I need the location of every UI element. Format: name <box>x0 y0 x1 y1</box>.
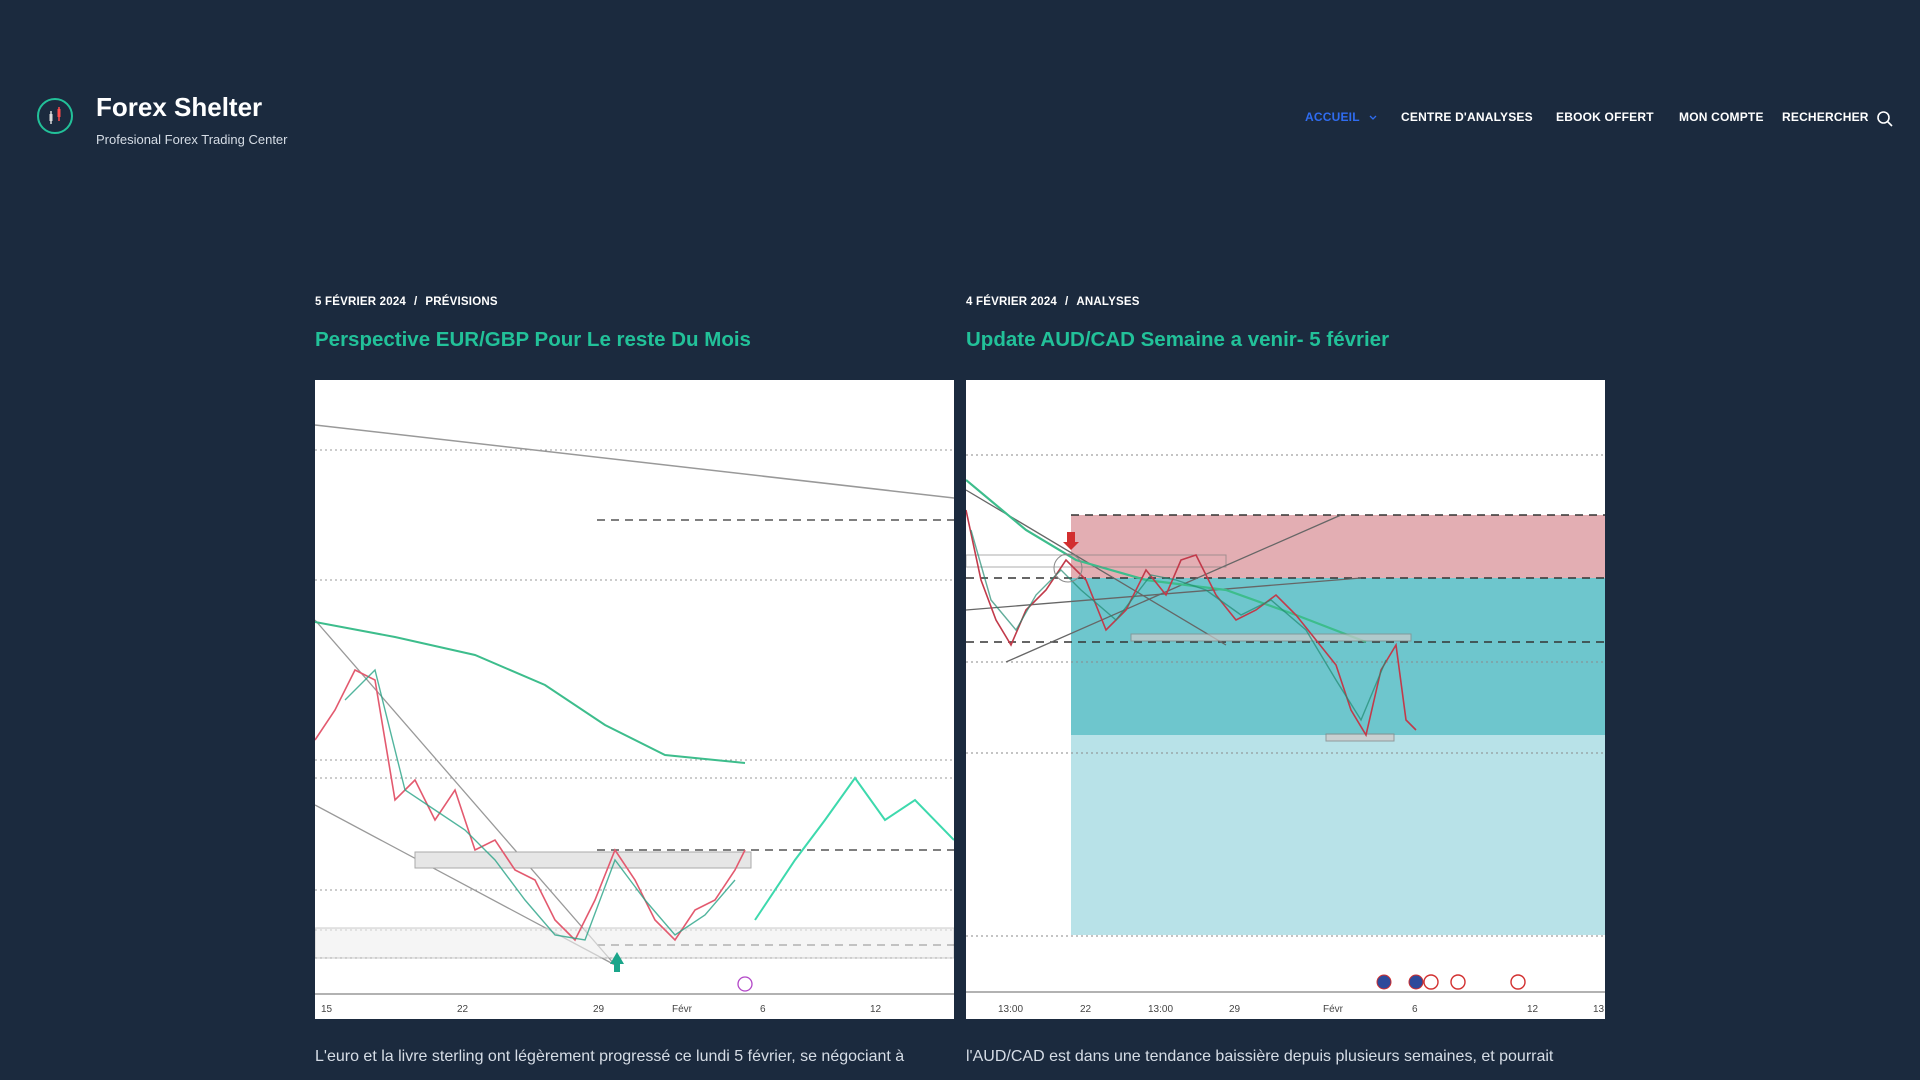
nav-item-centre-analyses[interactable]: CENTRE D'ANALYSES <box>1401 110 1533 124</box>
post-card: 4 FÉVRIER 2024 / ANALYSES Update AUD/CAD S… <box>966 296 1605 1065</box>
tick-label: 22 <box>457 1004 469 1015</box>
tick-label: 13:00 <box>998 1004 1023 1015</box>
search-icon[interactable] <box>1876 110 1894 128</box>
post-date[interactable]: 4 FÉVRIER 2024 <box>966 296 1058 308</box>
post-card: 5 FÉVRIER 2024 / PRÉVISIONS Perspective EU… <box>315 296 954 1065</box>
site-header: Forex Shelter Profesional Forex Trading … <box>0 0 1920 240</box>
post-thumbnail-chart[interactable]: 13:00 22 13:00 29 Févr 6 12 13 <box>966 380 1605 1019</box>
post-excerpt: l'AUD/CAD est dans une tendance baissièr… <box>966 1048 1554 1065</box>
site-tagline: Profesional Forex Trading Center <box>96 132 288 147</box>
tick-label: 6 <box>1412 1004 1418 1015</box>
nav-item-label: ACCUEIL <box>1305 110 1360 124</box>
tick-label: Févr <box>1323 1004 1344 1015</box>
tick-label: 12 <box>1527 1004 1539 1015</box>
post-meta: 5 FÉVRIER 2024 / PRÉVISIONS <box>315 296 954 308</box>
tick-label: Févr <box>672 1004 693 1015</box>
nav-item-rechercher[interactable]: RECHERCHER <box>1782 110 1869 124</box>
post-title[interactable]: Update AUD/CAD Semaine a venir- 5 févrie… <box>966 328 1390 351</box>
tick-label: 22 <box>1080 1004 1092 1015</box>
tick-label: 29 <box>593 1004 605 1015</box>
tick-label: 15 <box>321 1004 333 1015</box>
tick-label: 13:00 <box>1148 1004 1173 1015</box>
chevron-down-icon <box>1369 115 1377 120</box>
post-title[interactable]: Perspective EUR/GBP Pour Le reste Du Moi… <box>315 328 751 351</box>
post-date[interactable]: 5 FÉVRIER 2024 <box>315 296 407 308</box>
post-category[interactable]: PRÉVISIONS <box>425 296 498 308</box>
post-thumbnail-chart[interactable]: 15 22 29 Févr 6 12 <box>315 380 954 1019</box>
post-meta: 4 FÉVRIER 2024 / ANALYSES <box>966 296 1605 308</box>
post-category[interactable]: ANALYSES <box>1076 296 1140 308</box>
tick-label: 29 <box>1229 1004 1241 1015</box>
meta-separator: / <box>414 296 418 308</box>
nav-item-ebook-offert[interactable]: EBOOK OFFERT <box>1556 110 1654 124</box>
tick-label: 13 <box>1593 1004 1605 1015</box>
post-excerpt: L'euro et la livre sterling ont légèreme… <box>315 1048 905 1065</box>
logo-icon[interactable] <box>36 97 74 135</box>
tick-label: 6 <box>760 1004 766 1015</box>
main-nav: ACCUEIL CENTRE D'ANALYSES EBOOK OFFERT M… <box>1300 110 1900 130</box>
nav-item-mon-compte[interactable]: MON COMPTE <box>1679 110 1764 124</box>
nav-item-accueil[interactable]: ACCUEIL <box>1305 110 1377 124</box>
site-title[interactable]: Forex Shelter <box>96 92 263 122</box>
meta-separator: / <box>1065 296 1069 308</box>
tick-label: 12 <box>870 1004 882 1015</box>
